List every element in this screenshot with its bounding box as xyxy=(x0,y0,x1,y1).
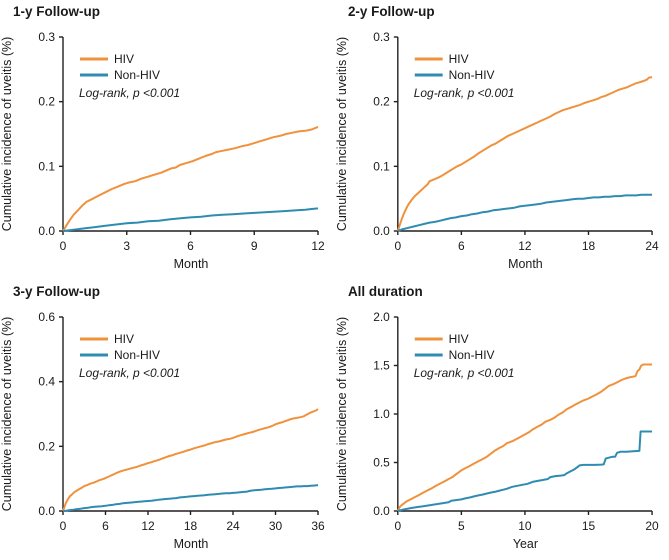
panel-title: 1-y Follow-up xyxy=(13,4,100,19)
x-axis-title: Month xyxy=(174,537,209,551)
nonhiv-legend-label: Non-HIV xyxy=(449,68,495,82)
y-tick-label: 0.6 xyxy=(38,310,55,324)
y-tick-label: 0.0 xyxy=(38,504,55,518)
panel-3y-followup: 3-y Follow-up Cumulative incidence of uv… xyxy=(0,280,335,560)
chart-canvas-2y: 2-y Follow-up Cumulative incidence of uv… xyxy=(335,4,659,271)
logrank-annotation: Log-rank, p <0.001 xyxy=(79,366,180,380)
logrank-annotation: Log-rank, p <0.001 xyxy=(414,366,515,380)
panel-title: All duration xyxy=(348,284,423,299)
y-tick-label: 0.0 xyxy=(373,224,390,238)
chart-canvas-all: All duration Cumulative incidence of uve… xyxy=(335,284,659,551)
axes-group: 0 6 12 18 24 0.0 0.1 0.2 0.3 xyxy=(373,30,659,253)
x-tick-label: 24 xyxy=(226,519,240,533)
x-tick-label: 20 xyxy=(645,519,659,533)
x-tick-label: 18 xyxy=(184,519,198,533)
x-tick-label: 10 xyxy=(518,519,532,533)
axes-group: 0 5 10 15 20 0.0 0.5 1.0 1.5 2.0 xyxy=(373,310,659,533)
nonhiv-legend-label: Non-HIV xyxy=(114,348,160,362)
x-tick-label: 6 xyxy=(458,239,465,253)
x-axis-title: Month xyxy=(508,257,543,271)
y-tick-label: 0.1 xyxy=(373,159,390,173)
panel-2y-followup: 2-y Follow-up Cumulative incidence of uv… xyxy=(335,0,669,280)
hiv-legend-label: HIV xyxy=(114,332,134,346)
panel-title: 2-y Follow-up xyxy=(348,4,435,19)
nonhiv-legend-label: Non-HIV xyxy=(114,68,160,82)
y-tick-label: 0.1 xyxy=(38,159,55,173)
y-tick-label: 2.0 xyxy=(373,310,390,324)
y-tick-label: 0.0 xyxy=(373,504,390,518)
x-axis-title: Month xyxy=(174,257,209,271)
y-axis-title: Cumulative incidence of uveitis (%) xyxy=(0,37,14,232)
y-axis-title: Cumulative incidence of uveitis (%) xyxy=(0,317,14,512)
hiv-curve xyxy=(396,363,653,512)
x-tick-label: 6 xyxy=(187,239,194,253)
chart-canvas-1y: 1-y Follow-up Cumulative incidence of uv… xyxy=(0,4,325,271)
x-tick-label: 36 xyxy=(311,519,325,533)
panel-title: 3-y Follow-up xyxy=(13,284,100,299)
hiv-legend-label: HIV xyxy=(449,52,469,66)
x-tick-label: 30 xyxy=(269,519,283,533)
nonhiv-curve xyxy=(397,193,653,232)
hiv-legend-label: HIV xyxy=(449,332,469,346)
nonhiv-curve xyxy=(62,207,319,232)
y-tick-label: 1.5 xyxy=(373,358,390,372)
panel-1y-followup: 1-y Follow-up Cumulative incidence of uv… xyxy=(0,0,335,280)
y-axis-title: Cumulative incidence of uveitis (%) xyxy=(335,317,349,511)
x-axis-title: Year xyxy=(513,537,538,551)
x-tick-label: 12 xyxy=(141,519,155,533)
x-tick-label: 12 xyxy=(311,239,325,253)
y-tick-label: 0.2 xyxy=(373,95,390,109)
axes-group: 0 6 12 18 24 30 36 0.0 0.2 0.4 0.6 xyxy=(38,310,325,533)
y-tick-label: 1.0 xyxy=(373,407,390,421)
y-tick-label: 0.3 xyxy=(38,30,55,44)
x-tick-label: 0 xyxy=(394,519,401,533)
nonhiv-curve xyxy=(62,484,319,512)
y-tick-label: 0.0 xyxy=(38,224,55,238)
x-tick-label: 6 xyxy=(102,519,109,533)
x-tick-label: 15 xyxy=(582,519,596,533)
hiv-curve xyxy=(62,408,319,512)
panel-all-duration: All duration Cumulative incidence of uve… xyxy=(335,280,669,560)
axes-group: 0 3 6 9 12 0.0 0.1 0.2 0.3 xyxy=(38,30,325,253)
logrank-annotation: Log-rank, p <0.001 xyxy=(79,86,180,100)
chart-canvas-3y: 3-y Follow-up Cumulative incidence of uv… xyxy=(0,284,325,551)
y-tick-label: 0.5 xyxy=(373,455,390,469)
x-tick-label: 9 xyxy=(251,239,258,253)
y-tick-label: 0.4 xyxy=(38,375,55,389)
x-tick-label: 0 xyxy=(60,239,67,253)
x-tick-label: 0 xyxy=(394,239,401,253)
nonhiv-legend-label: Non-HIV xyxy=(449,348,495,362)
nonhiv-curve xyxy=(397,430,653,512)
hiv-curve xyxy=(62,125,319,232)
x-tick-label: 18 xyxy=(582,239,596,253)
x-tick-label: 5 xyxy=(458,519,465,533)
hiv-legend-label: HIV xyxy=(114,52,134,66)
y-axis-title: Cumulative incidence of uveitis (%) xyxy=(335,37,349,231)
y-tick-label: 0.2 xyxy=(38,95,55,109)
x-tick-label: 24 xyxy=(645,239,659,253)
x-tick-label: 0 xyxy=(60,519,67,533)
x-tick-label: 3 xyxy=(123,239,130,253)
hiv-curve xyxy=(396,76,653,232)
logrank-annotation: Log-rank, p <0.001 xyxy=(414,86,515,100)
y-tick-label: 0.3 xyxy=(373,30,390,44)
x-tick-label: 12 xyxy=(518,239,532,253)
y-tick-label: 0.2 xyxy=(38,439,55,453)
